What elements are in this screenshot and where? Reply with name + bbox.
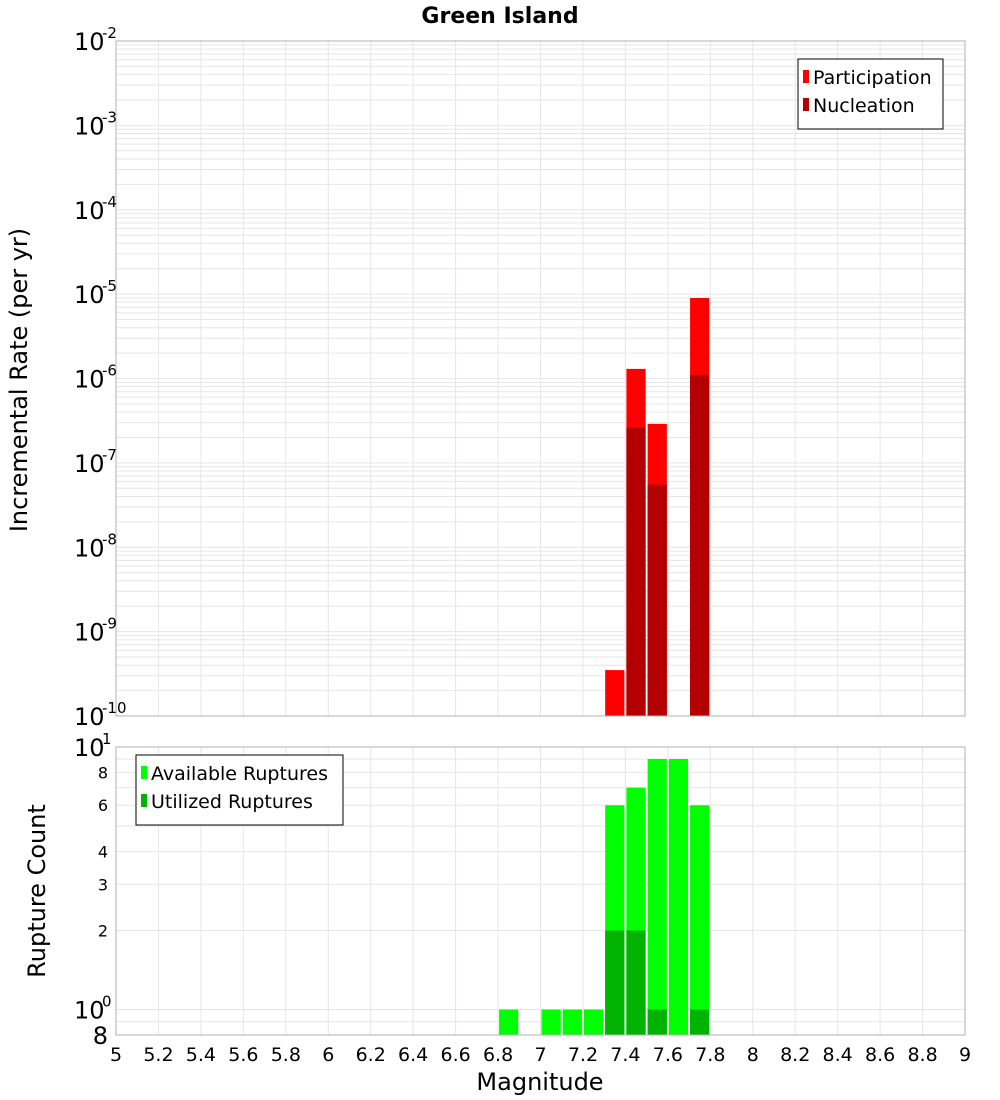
bottom-y-tick-exponent: 1: [102, 730, 112, 748]
bottom-bar-b: [626, 930, 646, 1035]
x-tick-label: 9: [959, 1044, 971, 1066]
x-tick-label: 7.2: [568, 1044, 598, 1066]
bottom-y-tick-label: 6: [98, 796, 108, 815]
top-grid: [115, 41, 966, 717]
top-legend: Participation Nucleation: [797, 58, 944, 130]
bottom-legend: Available Ruptures Utilized Ruptures: [135, 754, 344, 826]
top-y-tick-label: 10: [74, 534, 105, 562]
top-legend-box: [797, 58, 944, 130]
top-legend-label: Participation: [813, 67, 932, 89]
x-tick-label: 6: [322, 1044, 334, 1066]
top-y-tick-exponent: -4: [102, 193, 117, 211]
top-bars: [605, 297, 710, 716]
x-tick-label: 8: [747, 1044, 759, 1066]
bottom-y-tick-label: 10: [74, 734, 105, 762]
top-y-tick-label: 10: [74, 112, 105, 140]
top-y-axis-label: Incremental Rate (per yr): [5, 228, 33, 532]
top-legend-swatch: [803, 98, 809, 111]
top-y-tick-exponent: -8: [102, 530, 117, 548]
top-y-ticks: 10-210-310-410-510-610-710-810-910-10: [74, 24, 127, 731]
x-tick-label: 6.4: [398, 1044, 428, 1066]
bottom-bar-a: [541, 1009, 561, 1035]
bottom-y-axis-label: Rupture Count: [23, 804, 51, 978]
bottom-legend-swatch: [141, 794, 147, 807]
top-y-tick-label: 10: [74, 28, 105, 56]
x-tick-label: 8.2: [780, 1044, 810, 1066]
bottom-bar-a: [562, 1009, 582, 1035]
bottom-bar-a: [690, 805, 710, 1035]
x-axis-ticks: 5 5.2 5.4 5.6 5.8 6 6.2 6.4 6.6 6.8 7 7.2 7.4 7.6 7.8 8…: [110, 1044, 971, 1066]
top-y-tick-label: 10: [74, 366, 105, 394]
x-tick-label: 8.8: [907, 1044, 937, 1066]
bottom-legend-swatch: [141, 766, 147, 779]
bottom-bar-a: [668, 759, 689, 1035]
top-y-tick-exponent: -3: [102, 108, 117, 126]
top-bar-b: [647, 484, 667, 716]
top-bar-b: [690, 375, 710, 716]
x-axis-label: Magnitude: [476, 1068, 603, 1096]
top-legend-swatch: [803, 70, 809, 83]
top-y-tick-exponent: -10: [102, 699, 127, 717]
top-plot-frame: [115, 40, 966, 717]
bottom-bar-b: [647, 1009, 667, 1035]
bottom-legend-label: Available Ruptures: [151, 763, 328, 785]
x-tick-label: 6.8: [483, 1044, 513, 1066]
bottom-y-tick-exponent: 0: [102, 993, 112, 1011]
x-tick-label: 7.6: [653, 1044, 683, 1066]
x-tick-label: 8.6: [865, 1044, 895, 1066]
top-legend-label: Nucleation: [813, 95, 915, 117]
bottom-bar-b: [605, 930, 625, 1035]
bottom-bar-a: [647, 759, 667, 1035]
bottom-bar-a: [583, 1009, 604, 1035]
x-tick-label: 7.8: [695, 1044, 725, 1066]
top-y-tick-exponent: -9: [102, 615, 117, 633]
bottom-y-tick-label: 8: [98, 763, 108, 782]
top-y-tick-exponent: -7: [102, 446, 117, 464]
top-y-tick-exponent: -2: [102, 24, 117, 42]
top-bar-b: [626, 427, 646, 716]
x-tick-label: 8.4: [823, 1044, 853, 1066]
bottom-y-tick-label: 8: [93, 1022, 108, 1050]
x-tick-label: 6.2: [356, 1044, 386, 1066]
bottom-plot-frame: [115, 746, 966, 1036]
x-tick-label: 5.2: [143, 1044, 173, 1066]
bottom-bar-a: [499, 1009, 519, 1035]
x-tick-label: 5.8: [271, 1044, 301, 1066]
top-y-tick-exponent: -6: [102, 362, 117, 380]
x-tick-label: 6.6: [440, 1044, 470, 1066]
bottom-bars: [499, 759, 710, 1035]
bottom-y-tick-label: 2: [98, 922, 108, 941]
top-y-tick-label: 10: [74, 619, 105, 647]
top-y-tick-label: 10: [74, 703, 105, 731]
top-y-tick-label: 10: [74, 450, 105, 478]
bottom-y-tick-label: 3: [98, 875, 108, 894]
bottom-legend-label: Utilized Ruptures: [151, 791, 313, 813]
top-panel: 10-210-310-410-510-610-710-810-910-10 In…: [5, 24, 966, 731]
x-tick-label: 5.6: [228, 1044, 258, 1066]
top-bar-a: [605, 670, 625, 716]
top-y-tick-label: 10: [74, 281, 105, 309]
top-y-tick-exponent: -5: [102, 277, 117, 295]
bottom-y-tick-label: 10: [74, 997, 105, 1025]
bottom-legend-box: [135, 754, 344, 826]
bottom-bar-b: [690, 1009, 710, 1035]
chart-title: Green Island: [421, 4, 578, 29]
top-y-tick-label: 10: [74, 197, 105, 225]
x-tick-label: 7: [534, 1044, 546, 1066]
x-tick-label: 5.4: [186, 1044, 216, 1066]
x-tick-label: 7.4: [610, 1044, 640, 1066]
bottom-y-tick-label: 4: [98, 842, 108, 861]
x-tick-label: 5: [110, 1044, 122, 1066]
